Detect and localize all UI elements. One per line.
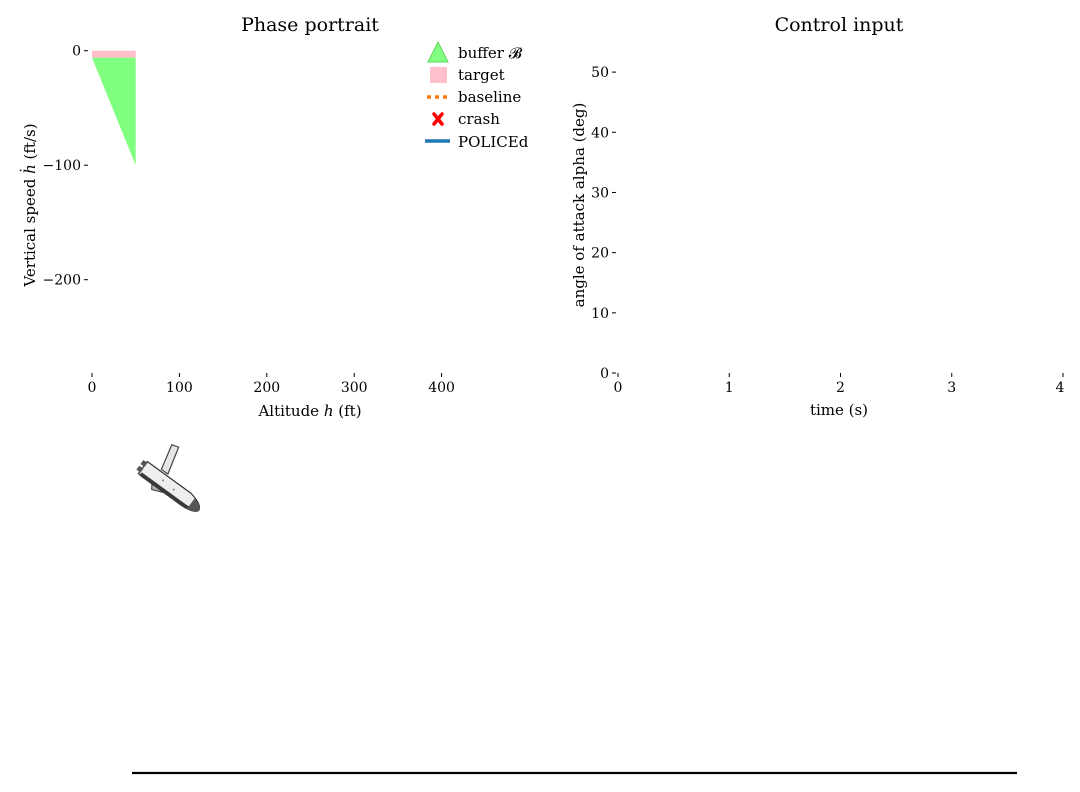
landing-scene <box>132 443 1017 775</box>
phase-x-tick-label: 100 <box>166 380 193 396</box>
phase-x-tick-label: 300 <box>341 380 368 396</box>
control-x-tick-label: 0 <box>614 380 623 396</box>
phase-x-tick-label: 200 <box>253 380 280 396</box>
phase-x-tick-label: 0 <box>88 380 97 396</box>
control-x-tick-label: 3 <box>947 380 956 396</box>
legend-baseline-label: baseline <box>458 88 521 106</box>
phase-y-axis-label: Vertical speed ℎ̇ (ft/s) <box>20 123 39 287</box>
legend-target-label: target <box>458 66 505 84</box>
control-x-tick-label: 1 <box>725 380 734 396</box>
control-x-axis-label: time (s) <box>810 401 868 419</box>
control-y-tick-label: 10 <box>591 306 609 322</box>
phase-x-ticks: 0 100 200 300 400 <box>88 373 455 396</box>
phase-portrait-title: Phase portrait <box>241 14 379 36</box>
control-y-tick-label: 40 <box>591 125 609 141</box>
phase-y-tick-label: −100 <box>43 158 81 174</box>
phase-legend: buffer 𝓑 target baseline crash POLICEd <box>425 40 529 151</box>
legend-buffer-swatch <box>427 40 449 63</box>
phase-y-tick-label: 0 <box>72 44 81 60</box>
control-y-tick-label: 0 <box>600 366 609 382</box>
control-input-title: Control input <box>775 14 904 36</box>
control-y-tick-label: 30 <box>591 185 609 201</box>
control-input-chart: Control input 0 1 2 3 4 0 10 20 30 40 50 time (s)… <box>570 14 1065 419</box>
legend-target-swatch <box>430 67 447 83</box>
control-x-tick-label: 4 <box>1056 380 1065 396</box>
phase-portrait-chart: Phase portrait 0 100 200 300 400 0 −100 −200 A… <box>20 14 529 420</box>
legend-crash-swatch <box>432 112 444 126</box>
phase-x-axis-label: Altitude ℎ (ft) <box>257 402 361 420</box>
legend-policed-label: POLICEd <box>458 133 529 151</box>
phase-x-tick-label: 400 <box>428 380 455 396</box>
control-x-ticks: 0 1 2 3 4 <box>614 373 1065 396</box>
control-y-ticks: 0 10 20 30 40 50 <box>591 65 616 382</box>
buffer-region <box>92 57 136 166</box>
control-x-tick-label: 2 <box>836 380 845 396</box>
control-y-tick-label: 50 <box>591 65 609 81</box>
legend-crash-label: crash <box>458 110 500 128</box>
phase-y-ticks: 0 −100 −200 <box>43 44 88 289</box>
target-region <box>92 50 136 58</box>
control-y-axis-label: angle of attack alpha (deg) <box>570 103 588 308</box>
legend-buffer-label: buffer 𝓑 <box>458 44 523 62</box>
control-y-tick-label: 20 <box>591 246 609 262</box>
space-shuttle-icon <box>136 443 201 512</box>
phase-y-tick-label: −200 <box>43 273 81 289</box>
